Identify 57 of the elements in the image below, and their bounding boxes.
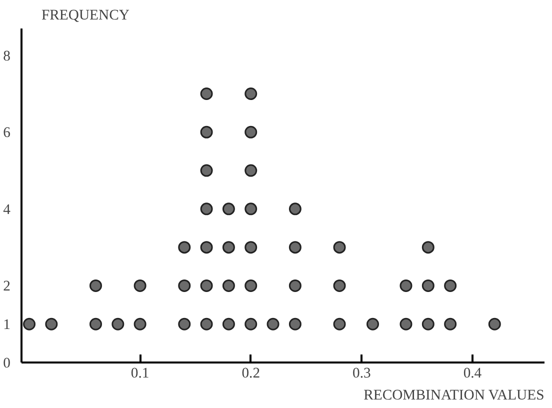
- point: [200, 241, 213, 254]
- point: [244, 202, 258, 216]
- x-axis-title: RECOMBINATION VALUES: [364, 388, 544, 404]
- point: [244, 126, 258, 138]
- x-tick-label: 0.1: [130, 366, 150, 382]
- point: [244, 318, 258, 330]
- point: [200, 279, 213, 292]
- point: [333, 318, 346, 330]
- y-tick-label: 4: [3, 202, 12, 218]
- y-tick-label: 8: [3, 48, 10, 64]
- point: [89, 279, 102, 292]
- point: [244, 88, 258, 100]
- point: [222, 318, 235, 330]
- point: [422, 241, 434, 254]
- x-tick-label: 0.3: [352, 366, 371, 382]
- point: [400, 279, 412, 292]
- y-axis-title: FREQUENCY: [42, 8, 130, 24]
- point: [488, 318, 501, 330]
- x-tick-label: 0.2: [242, 366, 260, 382]
- point: [288, 241, 302, 254]
- point: [134, 318, 146, 330]
- point: [112, 318, 124, 330]
- point: [222, 241, 235, 254]
- point: [200, 202, 213, 216]
- point: [178, 241, 191, 254]
- point: [333, 279, 346, 292]
- point: [200, 88, 213, 100]
- y-tick-label: 1: [3, 317, 10, 334]
- point: [200, 164, 213, 177]
- y-tick-label: 6: [3, 125, 10, 142]
- y-tick-label: 2: [3, 278, 10, 295]
- point: [444, 318, 457, 330]
- point: [400, 318, 412, 330]
- point: [366, 318, 379, 330]
- point: [422, 279, 434, 292]
- point: [222, 279, 235, 292]
- point: [288, 202, 302, 216]
- point: [23, 318, 36, 330]
- point: [244, 279, 258, 292]
- point: [244, 164, 258, 177]
- point: [178, 279, 191, 292]
- y-tick-label: 0: [3, 356, 10, 372]
- point: [244, 241, 258, 254]
- point: [134, 279, 146, 292]
- point: [222, 202, 235, 216]
- point: [444, 279, 457, 292]
- point: [45, 318, 58, 330]
- point: [200, 126, 213, 138]
- point: [333, 241, 346, 254]
- point: [200, 318, 213, 330]
- x-tick-label: 0.4: [463, 366, 482, 382]
- point: [422, 318, 434, 330]
- point: [288, 279, 302, 292]
- point: [178, 318, 191, 330]
- point: [89, 318, 102, 330]
- point: [288, 318, 302, 330]
- point: [266, 318, 280, 330]
